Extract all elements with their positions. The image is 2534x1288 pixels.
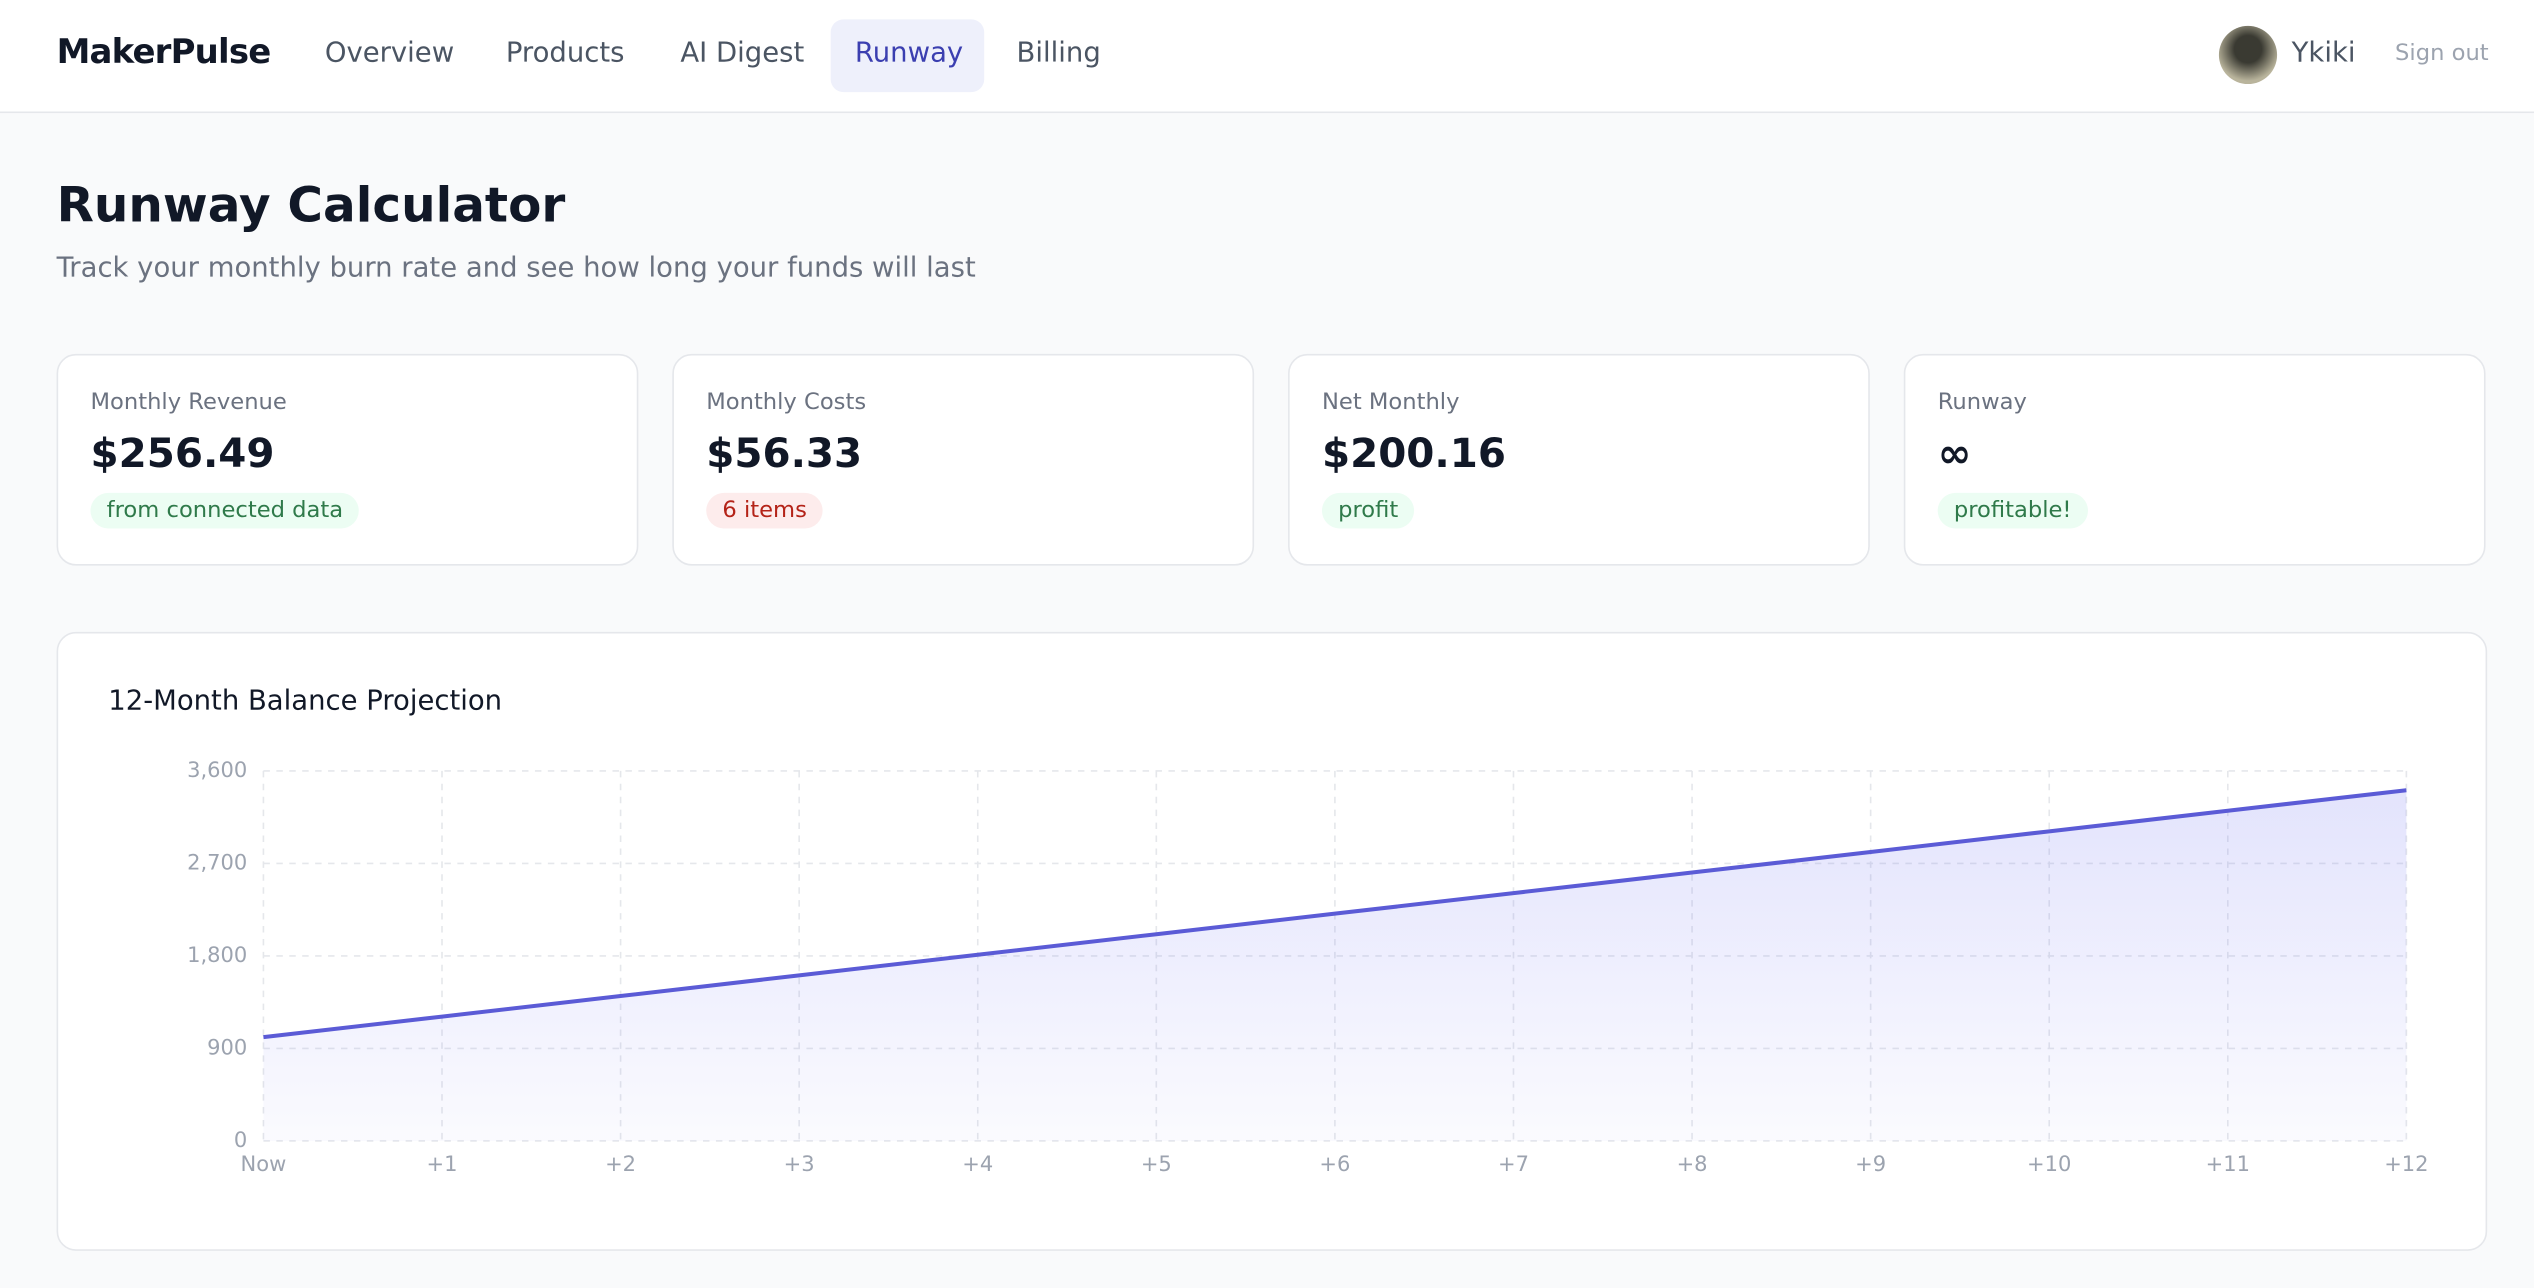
- stat-card: Runway ∞ profitable!: [1903, 353, 2486, 566]
- nav-link[interactable]: Overview: [324, 37, 455, 70]
- y-tick-label: 2,700: [187, 850, 247, 874]
- card-value: ∞: [1937, 429, 1972, 477]
- y-tick-label: 0: [234, 1128, 247, 1152]
- x-tick-label: +10: [2027, 1152, 2071, 1176]
- sign-out[interactable]: Sign out: [2395, 40, 2489, 67]
- x-tick-label: Now: [241, 1152, 287, 1176]
- x-tick-label: +2: [605, 1152, 636, 1176]
- card-value: $256.49: [90, 429, 275, 477]
- nav-link[interactable]: Runway: [854, 37, 964, 70]
- card-badge: profit: [1321, 492, 1415, 529]
- chart: 12-Month Balance Projection 0 900 1,800 2,7…: [108, 685, 2428, 1176]
- stat-card: Monthly Costs $56.33 6 items: [672, 353, 1255, 566]
- y-tick-label: 1,800: [187, 943, 247, 967]
- x-tick-label: +5: [1141, 1152, 1172, 1176]
- x-tick-label: +8: [1677, 1152, 1708, 1176]
- x-tick-label: +7: [1498, 1152, 1529, 1176]
- x-tick-label: +12: [2384, 1152, 2428, 1176]
- nav-link[interactable]: Products: [505, 37, 625, 70]
- x-tick-label: +3: [784, 1152, 815, 1176]
- card-value: $56.33: [706, 429, 863, 477]
- logo[interactable]: MakerPulse: [56, 32, 272, 72]
- navbar: MakerPulse Overview Products AI Digest R…: [0, 0, 2534, 114]
- x-tick-label: +4: [962, 1152, 993, 1176]
- x-tick-label: +1: [427, 1152, 458, 1176]
- card-label: Runway: [1937, 389, 2027, 416]
- stat-card: Net Monthly $200.16 profit: [1288, 353, 1870, 566]
- card-label: Monthly Costs: [706, 389, 867, 416]
- active-tab: [830, 19, 985, 93]
- card-badge: 6 items: [706, 492, 824, 529]
- card-label: Net Monthly: [1321, 389, 1460, 416]
- page-subtitle: Track your monthly burn rate and see how…: [56, 252, 976, 285]
- card-label: Monthly Revenue: [90, 389, 287, 416]
- x-tick-label: +6: [1319, 1152, 1350, 1176]
- stat-card: Monthly Revenue $256.49 from connected d…: [56, 353, 639, 566]
- x-tick-label: +11: [2206, 1152, 2250, 1176]
- area-fill: [263, 790, 2407, 1141]
- y-tick-label: 900: [207, 1035, 247, 1059]
- chart-title: 12-Month Balance Projection: [108, 685, 502, 716]
- card-badge: from connected data: [90, 492, 360, 529]
- page-title: Runway Calculator: [56, 177, 566, 235]
- card-badge: profitable!: [1937, 492, 2088, 529]
- y-tick-label: 3,600: [187, 758, 247, 782]
- card-value: $200.16: [1321, 429, 1507, 477]
- line: [263, 788, 2407, 1040]
- nav-link[interactable]: Billing: [1016, 37, 1101, 70]
- x-tick-label: +9: [1855, 1152, 1886, 1176]
- user-name[interactable]: Ykiki: [2291, 37, 2356, 70]
- avatar[interactable]: [2218, 25, 2278, 85]
- chart-panel: 12-Month Balance Projection 0 900 1,800 2,7…: [56, 631, 2488, 1251]
- nav-link[interactable]: AI Digest: [680, 37, 805, 70]
